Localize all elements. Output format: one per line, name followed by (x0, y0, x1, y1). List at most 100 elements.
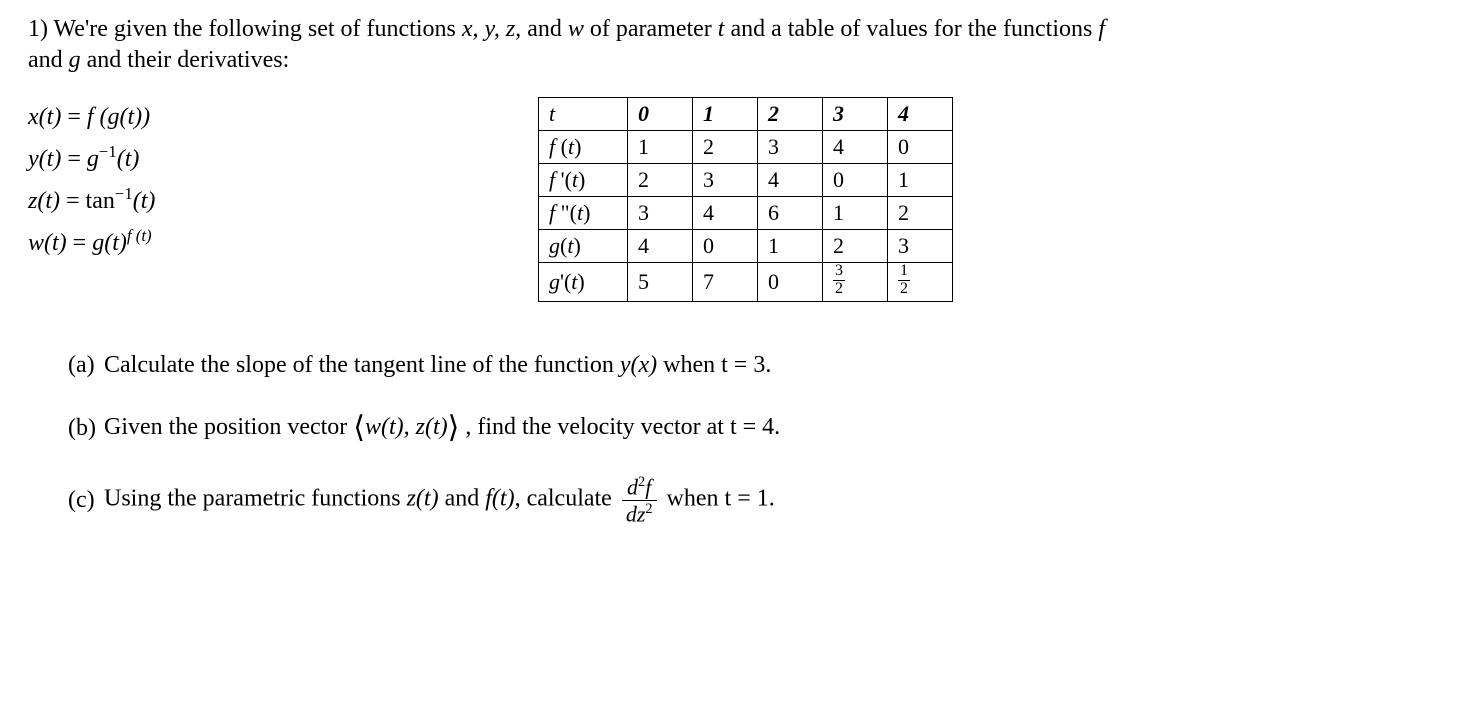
text: , calculate (515, 486, 618, 512)
angle-close: ⟩ (448, 411, 460, 444)
table-row: g'(t) 5 7 0 32 12 (539, 263, 953, 302)
eq-rhs-exp: −1 (115, 184, 133, 203)
table-cell: 1 (758, 230, 823, 263)
table-row-label: g(t) (539, 230, 628, 263)
problem-intro: 1) We're given the following set of func… (28, 14, 1452, 75)
table-cell: 0 (823, 164, 888, 197)
table-row: g(t) 4 0 1 2 3 (539, 230, 953, 263)
fn-f: f(t) (485, 486, 514, 512)
fn-z: z(t) (407, 486, 439, 512)
table-cell: 7 (693, 263, 758, 302)
table-cell: 3 (888, 230, 953, 263)
subpart-label: (b) (68, 413, 104, 444)
angle-open: ⟨ (353, 411, 365, 444)
subparts-list: (a) Calculate the slope of the tangent l… (28, 350, 1452, 525)
dz: dz (626, 501, 646, 526)
table-header-row: t 0 1 2 3 4 (539, 98, 953, 131)
text: Using the parametric functions (104, 486, 407, 512)
subpart-b: (b) Given the position vector ⟨w(t), z(t… (68, 409, 1452, 447)
table-row-label: f "(t) (539, 197, 628, 230)
equations-column: x(t) = f (g(t)) y(t) = g−1(t) z(t) = tan… (28, 97, 538, 266)
table-cell: 1 (628, 131, 693, 164)
subpart-text: Given the position vector ⟨w(t), z(t)⟩ ,… (104, 409, 780, 447)
table-header-cell: 3 (823, 98, 888, 131)
intro-var-w: w (568, 16, 584, 42)
table-cell: 3 (693, 164, 758, 197)
table-header-cell: 4 (888, 98, 953, 131)
text: when t = 3. (657, 352, 771, 378)
table-cell: 12 (888, 263, 953, 302)
eq-rhs-base: g (87, 146, 99, 172)
text: , find the velocity vector at t = 4. (459, 414, 780, 440)
table-row: f '(t) 2 3 4 0 1 (539, 164, 953, 197)
table-header-cell: 1 (693, 98, 758, 131)
eq-rhs-arg: (t) (117, 146, 140, 172)
eq-rhs-fn: tan (86, 188, 115, 214)
f: f (645, 474, 651, 499)
text: when t = 1. (661, 486, 775, 512)
equation-y: y(t) = g−1(t) (28, 141, 538, 175)
table-cell: 2 (823, 230, 888, 263)
subpart-a: (a) Calculate the slope of the tangent l… (68, 350, 1452, 381)
table-row-label: f (t) (539, 131, 628, 164)
intro-text: of parameter (584, 16, 718, 42)
table-cell: 6 (758, 197, 823, 230)
text: and (439, 486, 486, 512)
table-cell: 2 (628, 164, 693, 197)
table-cell: 3 (758, 131, 823, 164)
values-table: t 0 1 2 3 4 f (t) 1 2 3 4 0 f '(t) 2 3 4… (538, 97, 953, 302)
definitions-row: x(t) = f (g(t)) y(t) = g−1(t) z(t) = tan… (28, 97, 1452, 302)
table-cell: 4 (628, 230, 693, 263)
intro-var-f: f (1098, 16, 1105, 42)
eq-rhs-exp: −1 (99, 142, 117, 161)
subpart-label: (a) (68, 350, 104, 381)
eq-rhs-arg: (t) (133, 188, 156, 214)
eq-lhs: y(t) (28, 146, 61, 172)
table-row-label: g'(t) (539, 263, 628, 302)
exp: 2 (645, 501, 652, 517)
equation-z: z(t) = tan−1(t) (28, 183, 538, 217)
intro-text: and (521, 16, 568, 42)
vector-content: w(t), z(t) (365, 414, 448, 440)
intro-var-g: g (69, 47, 81, 73)
text: Calculate the slope of the tangent line … (104, 352, 620, 378)
intro-text: 1) We're given the following set of func… (28, 16, 462, 42)
table-cell: 0 (888, 131, 953, 164)
table-cell: 1 (888, 164, 953, 197)
table-row-label: f '(t) (539, 164, 628, 197)
table-cell: 0 (693, 230, 758, 263)
intro-text: and their derivatives: (81, 47, 290, 73)
table-header-cell: t (539, 98, 628, 131)
intro-text: and a table of values for the functions (724, 16, 1098, 42)
table-cell: 3 (628, 197, 693, 230)
eq-lhs: w(t) (28, 230, 67, 256)
table-cell: 4 (693, 197, 758, 230)
table-row: f (t) 1 2 3 4 0 (539, 131, 953, 164)
table-cell: 0 (758, 263, 823, 302)
table-header-cell: 2 (758, 98, 823, 131)
d: d (627, 474, 638, 499)
fn-yx: y(x) (620, 352, 657, 378)
eq-rhs: f (g(t)) (87, 104, 150, 130)
subpart-text: Calculate the slope of the tangent line … (104, 350, 771, 381)
table-cell: 4 (823, 131, 888, 164)
intro-vars: x, y, z, (462, 16, 521, 42)
table-cell: 32 (823, 263, 888, 302)
equation-x: x(t) = f (g(t)) (28, 102, 538, 133)
table-cell: 1 (823, 197, 888, 230)
page: 1) We're given the following set of func… (0, 0, 1480, 525)
eq-lhs: x(t) (28, 104, 61, 130)
table-header-cell: 0 (628, 98, 693, 131)
table-cell: 2 (693, 131, 758, 164)
table-cell: 2 (888, 197, 953, 230)
eq-rhs-base: g(t) (92, 230, 127, 256)
intro-text: and (28, 47, 69, 73)
second-derivative-fraction: d2fdz2 (622, 475, 657, 525)
text: Given the position vector (104, 414, 353, 440)
subpart-c: (c) Using the parametric functions z(t) … (68, 475, 1452, 525)
subpart-text: Using the parametric functions z(t) and … (104, 475, 775, 525)
table-row: f "(t) 3 4 6 1 2 (539, 197, 953, 230)
subpart-label: (c) (68, 485, 104, 516)
table-cell: 4 (758, 164, 823, 197)
equation-w: w(t) = g(t)f (t) (28, 225, 538, 259)
